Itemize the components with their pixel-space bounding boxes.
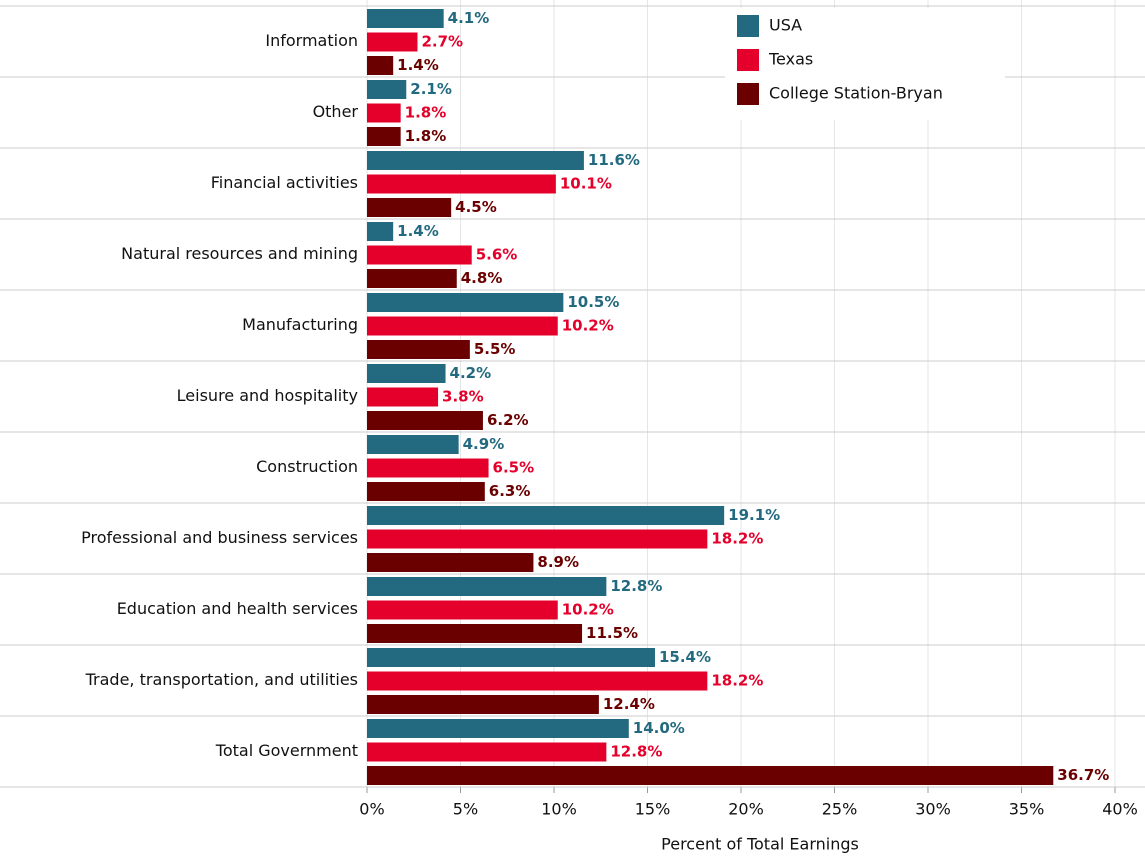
value-label: 10.2% (562, 317, 614, 335)
x-tick-label: 10% (541, 800, 577, 819)
bar (367, 577, 607, 596)
bar (367, 32, 418, 52)
bar (367, 387, 439, 407)
y-tick-label: Total Government (215, 741, 358, 760)
bar (367, 553, 534, 572)
y-tick-label: Education and health services (117, 599, 358, 618)
bar (367, 245, 472, 265)
value-label: 6.3% (489, 482, 531, 500)
bar (367, 340, 470, 359)
value-label: 15.4% (659, 648, 711, 666)
value-label: 10.1% (560, 175, 612, 193)
value-label: 2.7% (421, 33, 463, 51)
legend-swatch (737, 15, 759, 37)
x-tick-label: 40% (1102, 800, 1138, 819)
value-label: 18.2% (711, 672, 763, 690)
legend-label: Texas (768, 50, 813, 69)
value-label: 1.4% (397, 222, 439, 240)
bar (367, 600, 558, 620)
bar (367, 222, 394, 241)
y-tick-label: Information (265, 31, 358, 50)
bar (367, 151, 584, 170)
bar (367, 9, 444, 28)
value-label: 5.6% (476, 246, 518, 264)
legend-label: College Station-Bryan (769, 84, 943, 103)
bar (367, 695, 599, 714)
y-tick-label: Financial activities (211, 173, 358, 192)
y-tick-label: Construction (256, 457, 358, 476)
value-label: 8.9% (537, 553, 579, 571)
bar (367, 174, 556, 194)
y-tick-label: Trade, transportation, and utilities (85, 670, 358, 689)
value-label: 3.8% (442, 388, 484, 406)
bar (367, 482, 485, 501)
x-tick-label: 30% (915, 800, 951, 819)
x-tick-label: 35% (1009, 800, 1045, 819)
bar (367, 506, 725, 525)
value-label: 1.8% (405, 127, 447, 145)
value-label: 2.1% (410, 80, 452, 98)
value-label: 11.5% (586, 624, 638, 642)
bar (367, 80, 407, 99)
value-label: 6.5% (493, 459, 535, 477)
x-tick-label: 5% (453, 800, 478, 819)
bar (367, 529, 708, 549)
bar (367, 56, 394, 75)
x-tick-label: 25% (822, 800, 858, 819)
legend-swatch (737, 83, 759, 105)
bar (367, 316, 558, 336)
y-tick-label: Natural resources and mining (121, 244, 358, 263)
value-label: 12.8% (610, 743, 662, 761)
bar (367, 671, 708, 691)
y-tick-label: Manufacturing (242, 315, 358, 334)
bar (367, 269, 457, 288)
bar (367, 127, 401, 146)
bar (367, 435, 459, 454)
bar (367, 624, 583, 643)
bar (367, 648, 655, 667)
bar (367, 364, 446, 383)
y-tick-label: Other (313, 102, 359, 121)
x-tick-label: 0% (359, 800, 384, 819)
value-label: 18.2% (711, 530, 763, 548)
bar (367, 458, 489, 478)
value-label: 10.2% (562, 601, 614, 619)
value-label: 36.7% (1057, 766, 1109, 784)
value-label: 11.6% (588, 151, 640, 169)
x-tick-label: 15% (635, 800, 671, 819)
value-label: 19.1% (728, 506, 780, 524)
value-label: 4.2% (450, 364, 492, 382)
x-axis-label: Percent of Total Earnings (661, 835, 859, 854)
value-label: 12.4% (603, 695, 655, 713)
bar (367, 742, 607, 762)
bar (367, 411, 483, 430)
value-label: 12.8% (610, 577, 662, 595)
legend-swatch (737, 49, 759, 71)
bar (367, 766, 1054, 785)
value-label: 1.4% (397, 56, 439, 74)
bar (367, 198, 452, 217)
y-tick-label: Leisure and hospitality (177, 386, 358, 405)
y-tick-label: Professional and business services (81, 528, 358, 547)
value-label: 5.5% (474, 340, 516, 358)
value-label: 1.8% (405, 104, 447, 122)
legend-box (725, 8, 1005, 120)
value-label: 6.2% (487, 411, 529, 429)
value-label: 10.5% (567, 293, 619, 311)
bar (367, 103, 401, 123)
x-tick-label: 20% (728, 800, 764, 819)
bar (367, 719, 629, 738)
value-label: 4.1% (448, 9, 490, 27)
bar (367, 293, 564, 312)
value-label: 14.0% (633, 719, 685, 737)
value-label: 4.8% (461, 269, 503, 287)
value-label: 4.9% (463, 435, 505, 453)
value-label: 4.5% (455, 198, 497, 216)
legend-label: USA (769, 16, 802, 35)
